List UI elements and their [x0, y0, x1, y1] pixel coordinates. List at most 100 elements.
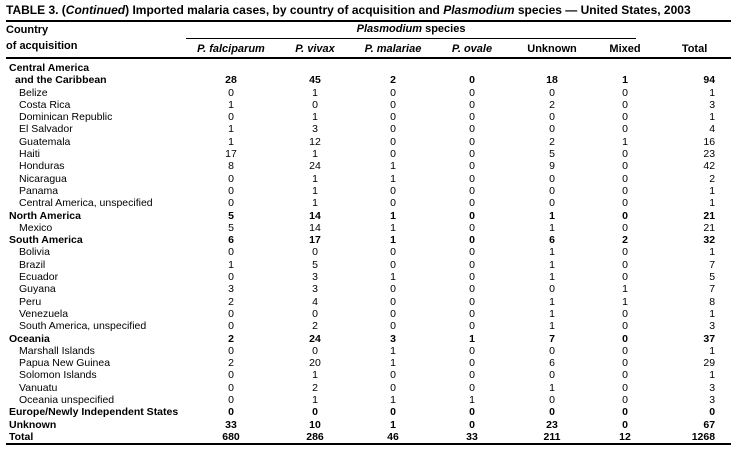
title-rule — [6, 20, 731, 22]
table-row: Marshall Islands 0 0 1 0 0 0 1 — [6, 345, 731, 357]
cell-value: 0 — [228, 406, 234, 419]
cell-value: 16 — [703, 135, 716, 148]
cell-value: 0 — [469, 98, 475, 111]
cell-value: 0 — [549, 344, 555, 357]
cell-value: 1 — [549, 221, 555, 234]
cell-value: 3 — [312, 283, 318, 296]
cell-value: 286 — [306, 430, 324, 443]
col-header-country-of-acquisition: Country of acquisition — [6, 22, 186, 59]
cell-value: 0 — [549, 111, 555, 124]
cell-value: 7 — [709, 283, 716, 296]
group-header-row: Country of acquisition Plasmodium specie… — [6, 22, 731, 59]
cell-value: 0 — [390, 295, 396, 308]
cell-value: 3 — [709, 394, 716, 407]
cell-value: 0 — [622, 418, 628, 431]
table-row: Venezuela 0 0 0 0 1 0 1 — [6, 308, 731, 320]
cell-value: 680 — [222, 430, 240, 443]
cell-value: 0 — [622, 271, 628, 284]
table-row: South America 6 17 1 0 6 2 32 — [6, 234, 731, 246]
table-row: Honduras 8 24 1 0 9 0 42 — [6, 160, 731, 172]
row-label: Dominican Republic — [19, 111, 113, 124]
cell-value: 24 — [309, 332, 321, 345]
row-label: Venezuela — [19, 307, 69, 320]
cell-value: 0 — [390, 111, 396, 124]
cell-value: 0 — [228, 320, 234, 333]
table-body: Central America and the Caribbean 28 45 2 0 18… — [6, 58, 731, 444]
row-label: Belize — [19, 86, 48, 99]
cell-value: 17 — [309, 234, 321, 247]
cell-value: 6 — [549, 234, 555, 247]
cell-value: 1 — [549, 307, 555, 320]
cell-value: 0 — [390, 307, 396, 320]
cell-value: 0 — [622, 172, 628, 185]
cell-value: 0 — [622, 246, 628, 259]
cell-value: 0 — [228, 369, 234, 382]
cell-value: 3 — [390, 332, 396, 345]
cell-value: 0 — [549, 406, 555, 419]
cell-value: 0 — [469, 209, 475, 222]
cell-value: 1 — [312, 369, 318, 382]
cell-value: 4 — [312, 295, 318, 308]
table-row: Ecuador 0 3 1 0 1 0 5 — [6, 271, 731, 283]
row-label: Oceania — [9, 332, 50, 345]
cell-value: 8 — [228, 160, 234, 173]
cell-value: 0 — [709, 406, 716, 419]
cell-value: 0 — [228, 197, 234, 210]
cell-value: 42 — [703, 160, 716, 173]
cell-value: 0 — [622, 148, 628, 161]
cell-value: 2 — [549, 98, 555, 111]
cell-value: 0 — [390, 86, 396, 99]
cell-value: 0 — [390, 123, 396, 136]
cell-value: 1 — [622, 135, 628, 148]
cell-value: 21 — [703, 209, 716, 222]
cell-value: 1 — [390, 271, 396, 284]
title-part-italic: Continued — [65, 3, 126, 17]
cell-value: 1268 — [691, 430, 716, 443]
cell-value: 20 — [309, 357, 321, 370]
cell-value: 1 — [622, 74, 628, 87]
cell-value: 7 — [549, 332, 555, 345]
cell-value: 1 — [469, 332, 475, 345]
cell-value: 0 — [469, 418, 475, 431]
cell-value: 1 — [312, 184, 318, 197]
cell-value: 24 — [309, 160, 321, 173]
cell-value: 0 — [312, 246, 318, 259]
cell-value: 0 — [622, 184, 628, 197]
cell-value: 1 — [549, 246, 555, 259]
cell-value: 14 — [309, 221, 321, 234]
cell-value: 0 — [469, 369, 475, 382]
cell-value: 2 — [312, 320, 318, 333]
cell-value: 0 — [622, 258, 628, 271]
cell-value: 0 — [228, 271, 234, 284]
table-row: Belize 0 1 0 0 0 0 1 — [6, 87, 731, 99]
row-label: Europe/Newly Independent States — [9, 406, 179, 419]
cell-value: 0 — [390, 406, 396, 419]
cell-value: 0 — [622, 344, 628, 357]
cell-value: 1 — [549, 209, 555, 222]
table-row: Papua New Guinea 2 20 1 0 6 0 29 — [6, 357, 731, 369]
cell-value: 1 — [390, 234, 396, 247]
table-row: Bolivia 0 0 0 0 1 0 1 — [6, 246, 731, 258]
cell-value: 0 — [469, 271, 475, 284]
cell-value: 1 — [709, 197, 716, 210]
cell-value: 0 — [549, 369, 555, 382]
table-row: and the Caribbean 28 45 2 0 18 1 94 — [6, 74, 731, 86]
cell-value: 0 — [622, 320, 628, 333]
cell-value: 0 — [228, 184, 234, 197]
cell-value: 0 — [228, 86, 234, 99]
cell-value: 0 — [622, 307, 628, 320]
row-label: Honduras — [19, 160, 65, 173]
total-column-spacer — [658, 22, 731, 39]
row-label: Papua New Guinea — [19, 357, 111, 370]
cell-value — [592, 58, 658, 74]
cell-value: 0 — [549, 123, 555, 136]
table-row: El Salvador 1 3 0 0 0 0 4 — [6, 123, 731, 135]
row-label: Central America — [9, 62, 90, 74]
cell-value — [512, 58, 592, 74]
cell-value: 3 — [709, 381, 716, 394]
col-header-p-ovale: P. ovale — [432, 39, 512, 59]
cell-value: 33 — [225, 418, 237, 431]
cell-value: 1 — [390, 344, 396, 357]
cell-value: 0 — [622, 123, 628, 136]
cell-value: 4 — [709, 123, 716, 136]
